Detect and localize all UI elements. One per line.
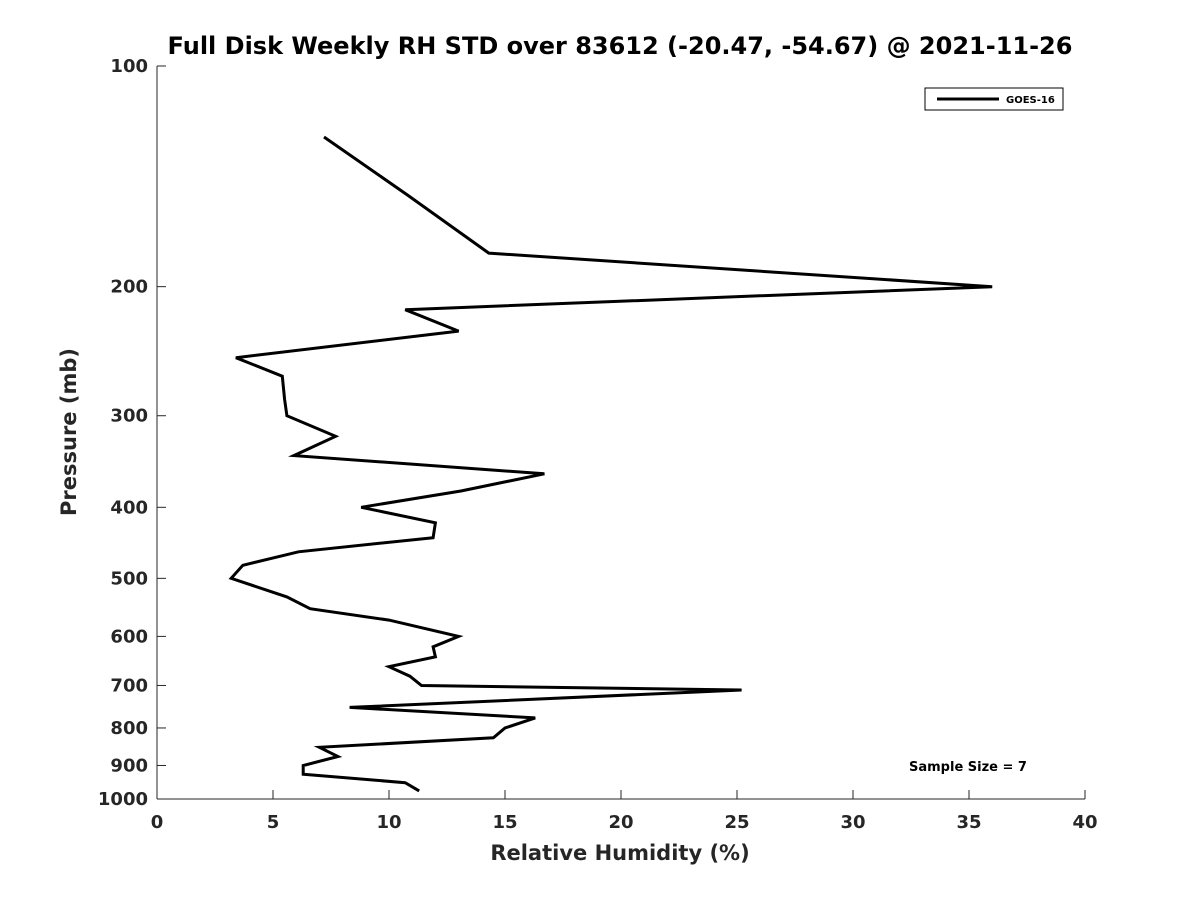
x-tick-label: 30: [840, 812, 865, 833]
y-tick-label: 700: [110, 675, 148, 696]
legend-label-goes-16: GOES-16: [1006, 95, 1055, 106]
sample-size-annotation: Sample Size = 7: [909, 760, 1027, 775]
x-tick-label: 35: [956, 812, 981, 833]
x-tick-label: 20: [608, 812, 633, 833]
x-tick-label: 40: [1072, 812, 1097, 833]
x-tick-label: 15: [492, 812, 517, 833]
y-axis-label: Pressure (mb): [57, 348, 81, 516]
y-tick-label: 400: [110, 497, 148, 518]
y-tick-label: 800: [110, 718, 148, 739]
y-tick-label: 100: [110, 56, 148, 77]
chart-title: Full Disk Weekly RH STD over 83612 (-20.…: [168, 32, 1073, 60]
y-tick-label: 500: [110, 568, 148, 589]
plot-area: 0 5 10 15 20 25 30 35 40 100 200 300 400 500 600 700 800…: [98, 56, 1098, 833]
legend: GOES-16: [924, 87, 1064, 111]
x-tick-label: 25: [724, 812, 749, 833]
x-tick-label: 10: [376, 812, 401, 833]
x-tick-label: 0: [151, 812, 164, 833]
y-tick-label: 900: [110, 755, 148, 776]
y-tick-label: 600: [110, 626, 148, 647]
y-tick-label: 300: [110, 406, 148, 427]
x-tick-label: 5: [267, 812, 280, 833]
y-tick-label: 200: [110, 277, 148, 298]
y-tick-label: 1000: [98, 789, 148, 810]
series-line-goes-16: [228, 135, 993, 793]
x-axis-label: Relative Humidity (%): [490, 841, 749, 865]
